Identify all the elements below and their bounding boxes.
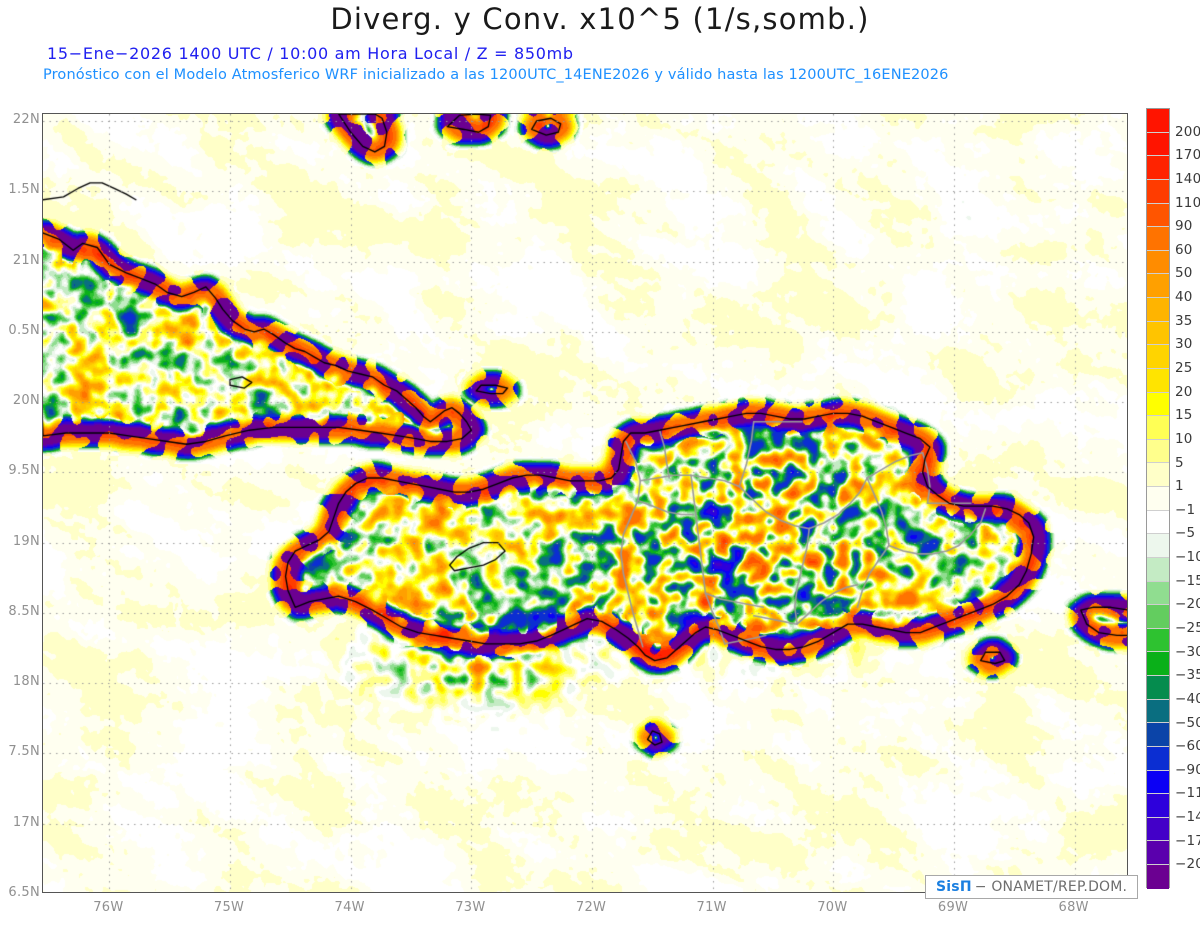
colorbar-tick-label: 25	[1175, 360, 1193, 376]
colorbar-swatch	[1147, 274, 1169, 298]
x-tick-label: 75W	[213, 900, 245, 915]
y-tick-label: 0.5N	[8, 322, 40, 338]
colorbar-tick-label: −50	[1175, 714, 1200, 731]
colorbar-swatch	[1147, 817, 1169, 842]
colorbar-swatch	[1147, 865, 1169, 889]
colorbar-tick-label: 15	[1175, 407, 1193, 424]
colorbar-swatch	[1147, 794, 1169, 818]
colorbar-tick-label: 10	[1175, 430, 1193, 447]
colorbar-swatch	[1147, 416, 1169, 440]
y-tick-label: 9.5N	[8, 463, 40, 479]
x-tick-label: 72W	[575, 900, 607, 915]
x-tick-label: 70W	[817, 900, 848, 915]
colorbar-tick-label: −30	[1175, 643, 1200, 660]
colorbar-swatch	[1147, 723, 1169, 747]
model-run-subtitle: Pronóstico con el Modelo Atmosferico WRF…	[43, 67, 949, 83]
x-tick-label: 73W	[455, 900, 486, 915]
x-tick-label: 74W	[334, 900, 365, 915]
colorbar-swatch	[1147, 770, 1169, 795]
colorbar-tick-label: 60	[1175, 241, 1193, 258]
valid-time-subtitle: 15−Ene−2026 1400 UTC / 10:00 am Hora Loc…	[47, 44, 574, 63]
y-tick-label: 20N	[12, 393, 40, 409]
colorbar-tick-label: −140	[1175, 809, 1200, 826]
y-tick-label: 17N	[12, 814, 40, 830]
colorbar-swatch	[1147, 156, 1169, 180]
colorbar-tick-label: −5	[1175, 525, 1196, 542]
colorbar-swatch	[1147, 345, 1169, 369]
colorbar-swatch	[1147, 179, 1169, 204]
colorbar-swatch	[1147, 368, 1169, 393]
colorbar-tick-label: 5	[1175, 454, 1184, 471]
colorbar-swatch	[1147, 439, 1169, 464]
sistt-logo: SisΠ	[936, 879, 972, 895]
colorbar-tick-label: 200	[1175, 123, 1200, 140]
x-tick-label: 68W	[1058, 900, 1089, 915]
colorbar-swatch	[1147, 676, 1169, 700]
colorbar-swatch	[1147, 628, 1169, 653]
colorbar-tick-label: 170	[1175, 147, 1200, 164]
colorbar-tick-label: −10	[1175, 549, 1200, 566]
colorbar-swatch	[1147, 463, 1169, 487]
map-plot-area[interactable]	[42, 113, 1128, 893]
colorbar-swatch	[1147, 227, 1169, 251]
colorbar-tick-label: −15	[1175, 572, 1200, 589]
x-tick-label: 71W	[696, 900, 727, 915]
colorbar-tick-label: −35	[1175, 667, 1200, 684]
attribution-badge: SisΠ − ONAMET/REP.DOM.	[925, 875, 1139, 899]
colorbar-tick-label: 50	[1175, 265, 1193, 282]
colorbar-swatch	[1147, 510, 1169, 535]
page-title: Diverg. y Conv. x10^5 (1/s,somb.)	[330, 2, 870, 36]
colorbar-tick-label: 110	[1175, 194, 1200, 211]
colorbar-swatch	[1147, 203, 1169, 228]
colorbar-swatch	[1147, 581, 1169, 606]
colorbar-tick-label: −20	[1175, 596, 1200, 613]
y-tick-label: 19N	[12, 533, 40, 549]
colorbar-swatch	[1147, 298, 1169, 322]
colorbar-swatch	[1147, 534, 1169, 558]
colorbar-tick-label: 40	[1175, 289, 1193, 306]
colorbar-swatch	[1147, 321, 1169, 346]
y-tick-label: 21N	[12, 252, 40, 268]
colorbar-tick-label: 90	[1175, 218, 1193, 235]
colorbar-tick-label: −1	[1175, 501, 1196, 518]
y-tick-label: 8.5N	[8, 603, 40, 619]
colorbar-tick-label: −25	[1175, 620, 1200, 636]
colorbar-swatch	[1147, 487, 1169, 511]
colorbar-tick-label: −200	[1175, 856, 1200, 873]
colorbar-swatch	[1147, 250, 1169, 275]
lat-lon-gridlines	[43, 114, 1127, 892]
colorbar-swatch	[1147, 746, 1169, 771]
colorbar-tick-label: −90	[1175, 761, 1200, 778]
colorbar-swatch	[1147, 841, 1169, 865]
colorbar-tick-label: 1	[1175, 478, 1184, 495]
colorbar-tick-label: −40	[1175, 690, 1200, 707]
colorbar-tick-label: −110	[1175, 785, 1200, 802]
x-tick-label: 69W	[937, 900, 969, 915]
colorbar-swatch	[1147, 392, 1169, 417]
x-tick-label: 76W	[93, 900, 124, 915]
y-tick-label: 1.5N	[8, 182, 40, 198]
y-tick-label: 22N	[12, 112, 40, 128]
y-tick-label: 6.5N	[8, 885, 40, 900]
colorbar-swatch	[1147, 109, 1169, 133]
organization-label: − ONAMET/REP.DOM.	[974, 879, 1128, 895]
colorbar-tick-label: 140	[1175, 170, 1200, 187]
colorbar-tick-label: 35	[1175, 312, 1193, 329]
colorbar-tick-label: 30	[1175, 336, 1193, 353]
colorbar-tick-label: 20	[1175, 383, 1193, 400]
colorbar[interactable]	[1146, 108, 1170, 889]
colorbar-tick-label: −170	[1175, 832, 1200, 849]
colorbar-swatch	[1147, 605, 1169, 629]
colorbar-tick-label: −60	[1175, 738, 1200, 755]
colorbar-swatch	[1147, 652, 1169, 676]
colorbar-swatch	[1147, 132, 1169, 157]
y-tick-label: 18N	[12, 674, 40, 690]
y-tick-label: 7.5N	[8, 744, 40, 760]
colorbar-swatch	[1147, 557, 1169, 582]
colorbar-swatch	[1147, 699, 1169, 724]
